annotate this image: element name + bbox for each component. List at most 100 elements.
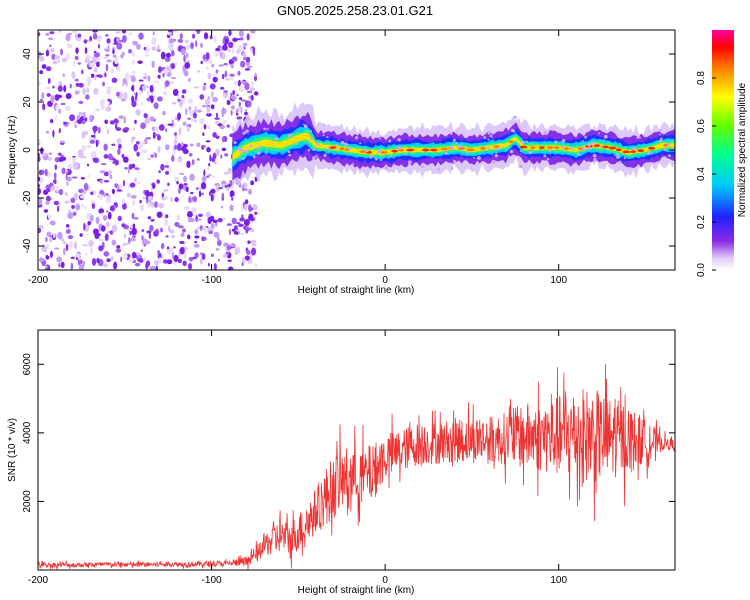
noise-speck [90, 191, 94, 195]
signal-speck [659, 139, 663, 143]
noise-speck [137, 168, 140, 174]
noise-speck [94, 52, 100, 58]
noise-speck [96, 62, 100, 68]
noise-speck [94, 108, 101, 112]
noise-speck [100, 212, 104, 218]
noise-speck [207, 167, 210, 171]
noise-speck [49, 31, 55, 35]
noise-speck [203, 124, 207, 130]
noise-speck [116, 91, 120, 97]
noise-speck [69, 83, 72, 89]
noise-speck [241, 261, 244, 267]
colorbar-tick-label: 0.8 [696, 71, 707, 85]
noise-speck [138, 257, 144, 263]
spectrogram-y-label: Frequency (Hz) [7, 116, 18, 185]
signal-speck [421, 165, 424, 169]
noise-speck [87, 80, 91, 87]
noise-speck [72, 211, 77, 216]
noise-speck [145, 137, 152, 140]
signal-peak [480, 147, 486, 150]
noise-speck [223, 242, 229, 247]
noise-speck [106, 210, 109, 213]
noise-speck [246, 65, 253, 69]
signal-speck [309, 129, 312, 133]
noise-speck [74, 55, 79, 61]
noise-speck [143, 113, 148, 119]
noise-speck [183, 54, 186, 63]
noise-speck [174, 196, 179, 203]
noise-speck [250, 30, 256, 34]
signal-speck [582, 139, 584, 142]
noise-speck [99, 170, 106, 174]
noise-speck [221, 183, 226, 188]
noise-speck [82, 260, 86, 267]
noise-speck [222, 253, 228, 258]
noise-speck [131, 95, 135, 103]
noise-speck [244, 111, 248, 116]
noise-speck [224, 153, 229, 157]
noise-speck [176, 214, 180, 221]
noise-speck [90, 134, 96, 138]
noise-speck [215, 112, 219, 118]
noise-speck [203, 59, 208, 62]
y-tick-label: 6000 [22, 353, 33, 376]
noise-speck [49, 250, 53, 258]
noise-speck [149, 84, 154, 93]
noise-speck [132, 127, 136, 131]
signal-peak [615, 148, 622, 152]
signal-band [232, 132, 675, 161]
noise-speck [224, 70, 228, 78]
noise-speck [101, 163, 107, 166]
noise-speck [78, 111, 84, 116]
noise-speck [126, 192, 131, 198]
noise-speck [108, 193, 111, 199]
signal-speck [233, 141, 237, 145]
noise-speck [207, 72, 212, 80]
noise-speck [67, 235, 74, 240]
noise-speck [150, 95, 154, 104]
signal-speck [581, 147, 586, 151]
noise-speck [46, 231, 52, 237]
noise-speck [176, 181, 179, 185]
noise-speck [45, 66, 52, 72]
noise-speck [92, 33, 98, 40]
noise-speck [222, 38, 226, 44]
signal-speck [525, 140, 529, 143]
noise-speck [232, 90, 236, 96]
noise-speck [39, 98, 43, 101]
noise-speck [122, 252, 128, 260]
noise-speck [254, 211, 258, 215]
signal-speck [242, 157, 245, 160]
noise-speck [215, 69, 219, 74]
noise-speck [131, 86, 134, 91]
signal-peak [440, 147, 448, 151]
noise-speck [167, 42, 171, 49]
noise-speck [82, 87, 87, 95]
noise-speck [162, 110, 166, 116]
signal-speck [452, 138, 456, 142]
noise-speck [111, 143, 116, 146]
noise-speck [197, 69, 201, 73]
noise-speck [77, 62, 82, 65]
noise-speck [121, 82, 125, 87]
noise-speck [100, 103, 105, 110]
noise-speck [216, 72, 219, 75]
noise-speck [123, 92, 128, 100]
signal-peak [637, 149, 645, 153]
noise-speck [84, 206, 88, 210]
noise-speck [43, 209, 49, 213]
signal-peak [602, 145, 609, 149]
noise-speck [62, 73, 65, 77]
signal-speck [561, 145, 565, 149]
signal-speck [379, 137, 382, 140]
signal-speck [288, 153, 292, 157]
noise-speck [65, 53, 70, 61]
noise-speck [188, 77, 191, 82]
noise-speck [223, 62, 228, 66]
noise-speck [188, 257, 194, 262]
noise-speck [165, 128, 168, 132]
noise-speck [38, 140, 41, 144]
signal-speck [365, 149, 369, 153]
noise-speck [160, 243, 165, 250]
noise-speck [102, 56, 109, 60]
